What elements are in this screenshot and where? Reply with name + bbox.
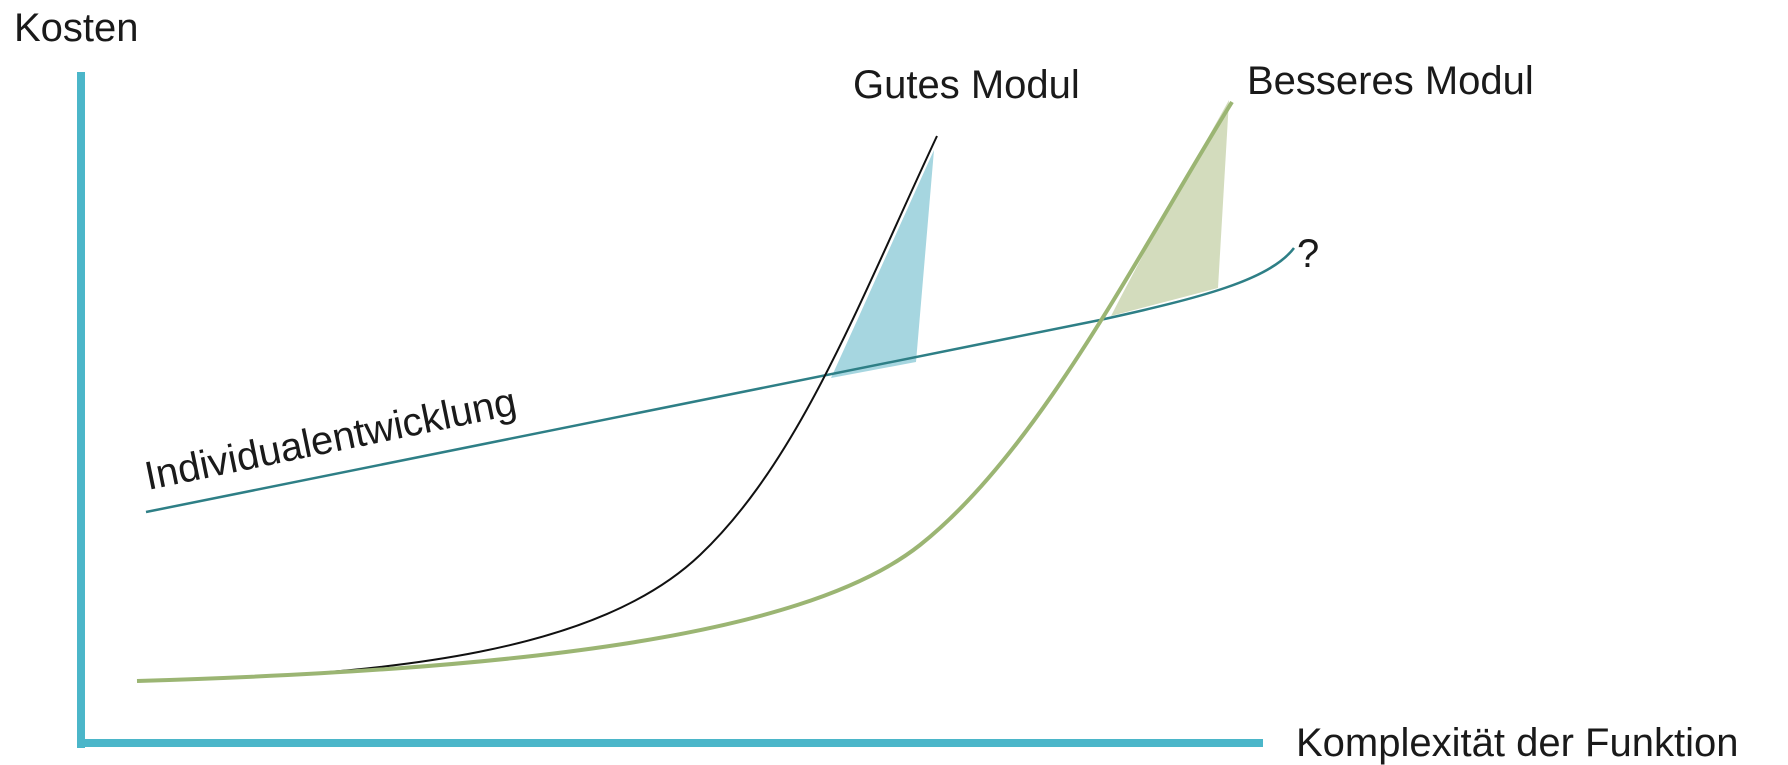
y-axis-label: Kosten bbox=[14, 6, 139, 50]
x-axis-label: Komplexität der Funktion bbox=[1296, 721, 1738, 765]
better-module-curve bbox=[136, 100, 1234, 683]
question-mark-label: ? bbox=[1297, 232, 1319, 276]
individual-development-label: Individualentwicklung bbox=[141, 380, 520, 499]
better-module-label: Besseres Modul bbox=[1247, 59, 1534, 103]
good-module-advantage-area bbox=[831, 150, 934, 378]
good-module-label: Gutes Modul bbox=[853, 63, 1080, 107]
individual-development-line bbox=[145, 247, 1295, 514]
